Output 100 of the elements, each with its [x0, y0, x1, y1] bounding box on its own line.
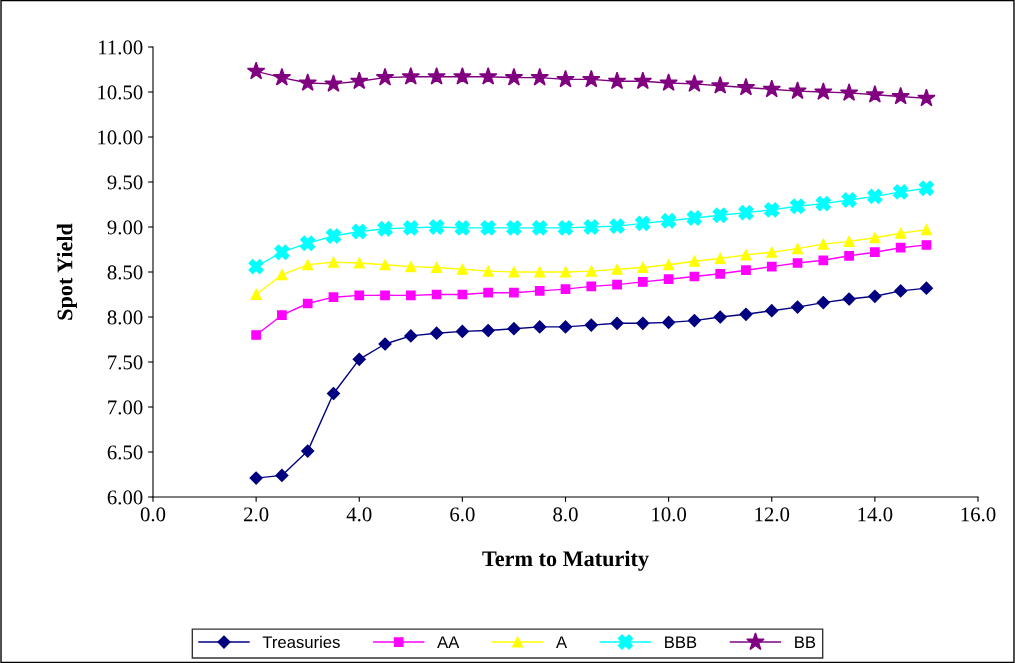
point: [249, 471, 263, 485]
point: [559, 266, 572, 278]
point: [738, 204, 754, 221]
point: [635, 215, 651, 232]
point: [378, 337, 392, 351]
point: [582, 69, 601, 88]
point: [480, 220, 496, 236]
legend-label: BBB: [665, 636, 697, 648]
x-tick-label: 14.0: [858, 507, 893, 522]
y-tick-label: 10.50: [98, 85, 143, 100]
point: [427, 66, 446, 85]
point: [662, 315, 676, 329]
point: [404, 329, 418, 343]
point: [663, 259, 675, 271]
point: [637, 261, 649, 274]
point: [250, 288, 262, 301]
point: [405, 290, 416, 301]
point: [301, 444, 315, 458]
point: [867, 188, 883, 205]
point: [919, 281, 934, 295]
y-tick-label: 10.00: [98, 130, 143, 145]
point: [710, 75, 730, 94]
point: [534, 286, 545, 296]
x-tick-label: 6.0: [450, 507, 475, 522]
point: [380, 290, 390, 301]
point: [789, 198, 806, 214]
point: [328, 292, 339, 303]
point: [713, 310, 727, 324]
y-tick-label: 11.00: [99, 40, 143, 55]
point: [558, 320, 573, 334]
point: [611, 263, 623, 275]
point: [765, 304, 779, 318]
point: [688, 255, 700, 267]
point: [895, 227, 907, 239]
x-tick-label: 4.0: [346, 507, 372, 522]
point: [326, 386, 341, 401]
point: [843, 235, 855, 247]
point: [585, 265, 597, 277]
x-tick-label: 0.0: [140, 507, 166, 522]
point: [714, 252, 726, 265]
legend-label: Treasuries: [262, 635, 340, 649]
point: [762, 79, 782, 98]
point: [715, 268, 726, 279]
point: [868, 289, 882, 303]
legend-label: BB: [795, 636, 816, 648]
point: [893, 184, 909, 200]
point: [481, 323, 495, 338]
point: [584, 318, 598, 332]
point: [790, 300, 805, 314]
point: [741, 265, 751, 276]
point: [302, 298, 313, 309]
point: [633, 71, 653, 90]
y-tick-label: 9.00: [107, 220, 143, 235]
y-tick-label: 6.50: [107, 445, 143, 460]
point: [895, 242, 906, 253]
point: [327, 256, 340, 268]
point: [428, 219, 445, 235]
point: [712, 207, 728, 223]
point: [839, 83, 859, 101]
point: [865, 84, 885, 103]
point: [405, 261, 417, 273]
point: [920, 224, 932, 236]
point: [917, 88, 936, 107]
point: [300, 235, 316, 251]
point: [816, 296, 830, 310]
y-tick-label: 8.00: [107, 310, 143, 325]
x-axis-title: Term to Maturity: [482, 550, 649, 571]
point: [557, 220, 574, 236]
point: [869, 232, 881, 244]
point: [739, 307, 753, 321]
point: [894, 284, 908, 298]
point: [507, 322, 521, 336]
point: [455, 324, 469, 338]
point: [379, 259, 391, 271]
legend-label: A: [556, 636, 568, 648]
point: [274, 244, 290, 260]
point: [504, 67, 524, 86]
point: [508, 266, 520, 278]
point: [298, 73, 317, 91]
point: [352, 352, 366, 366]
y-tick-label: 6.00: [107, 490, 143, 505]
point: [586, 281, 597, 292]
point: [560, 284, 571, 294]
point: [349, 71, 369, 90]
point: [663, 274, 674, 285]
y-tick-label: 9.50: [107, 175, 143, 190]
point: [686, 210, 703, 226]
point: [844, 250, 854, 261]
point: [353, 257, 365, 269]
point: [814, 82, 833, 100]
point: [324, 74, 343, 92]
point: [583, 219, 599, 235]
point: [351, 223, 367, 240]
point: [534, 266, 546, 278]
x-tick-label: 16.0: [961, 507, 996, 522]
point: [607, 71, 627, 90]
point: [431, 261, 443, 274]
point: [533, 320, 547, 334]
point: [637, 277, 648, 287]
point: [817, 238, 829, 250]
